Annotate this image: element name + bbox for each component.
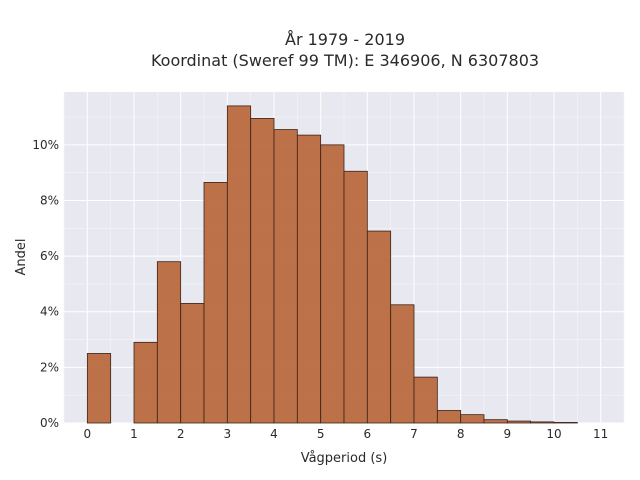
histogram-bar <box>413 376 438 424</box>
x-tick-label: 4 <box>270 427 278 441</box>
histogram-bar <box>273 129 298 424</box>
x-tick-label: 1 <box>130 427 138 441</box>
histogram-bar <box>436 410 462 424</box>
chart-title-line-1: År 1979 - 2019 <box>285 30 405 49</box>
x-tick-label: 5 <box>317 427 325 441</box>
y-tick-label: 8% <box>40 193 59 207</box>
y-tick-label: 2% <box>40 360 59 374</box>
x-tick-label: 7 <box>410 427 418 441</box>
x-tick-label: 2 <box>177 427 185 441</box>
x-tick-label: 8 <box>457 427 465 441</box>
y-tick-label: 6% <box>40 249 59 263</box>
histogram-bar <box>180 302 205 424</box>
x-axis-label: Vågperiod (s) <box>301 451 388 466</box>
x-tick-label: 3 <box>224 427 232 441</box>
x-tick-label: 0 <box>84 427 92 441</box>
histogram-bar <box>250 118 275 424</box>
y-axis-label: Andel <box>14 239 29 276</box>
histogram-bar <box>156 261 182 424</box>
x-tick-label: 11 <box>593 427 608 441</box>
histogram-bar <box>460 414 485 424</box>
histogram-bar <box>226 105 252 424</box>
y-tick-label: 4% <box>40 305 59 319</box>
chart-title-line-2: Koordinat (Sweref 99 TM): E 346906, N 63… <box>151 51 539 70</box>
histogram-bar <box>296 134 322 424</box>
histogram-bar <box>390 304 415 424</box>
x-tick-label: 6 <box>364 427 372 441</box>
y-tick-label: 10% <box>32 138 59 152</box>
histogram-bar <box>553 422 578 424</box>
histogram-bar <box>483 419 508 424</box>
bars <box>86 105 578 424</box>
histogram-bar <box>133 341 158 424</box>
histogram-bar <box>506 420 532 424</box>
x-tick-label: 10 <box>546 427 561 441</box>
histogram-bar <box>530 421 555 424</box>
y-tick-label: 0% <box>40 416 59 430</box>
histogram-bar <box>86 353 112 424</box>
histogram-bar <box>366 230 392 424</box>
tick-labels: 0 1 2 3 4 5 6 7 8 9 10 11 0% 2% 4% 6% 8% 10% <box>32 138 608 441</box>
histogram-bar <box>320 144 345 424</box>
histogram-bar <box>343 170 368 424</box>
histogram-bar <box>203 181 228 424</box>
x-tick-label: 9 <box>504 427 512 441</box>
